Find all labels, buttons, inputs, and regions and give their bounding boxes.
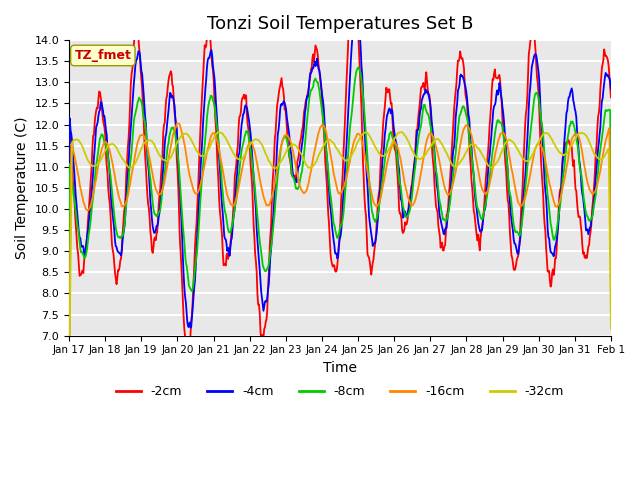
Legend: -2cm, -4cm, -8cm, -16cm, -32cm: -2cm, -4cm, -8cm, -16cm, -32cm bbox=[111, 380, 569, 403]
Text: TZ_fmet: TZ_fmet bbox=[74, 49, 131, 62]
Y-axis label: Soil Temperature (C): Soil Temperature (C) bbox=[15, 117, 29, 259]
Title: Tonzi Soil Temperatures Set B: Tonzi Soil Temperatures Set B bbox=[207, 15, 473, 33]
X-axis label: Time: Time bbox=[323, 361, 357, 375]
